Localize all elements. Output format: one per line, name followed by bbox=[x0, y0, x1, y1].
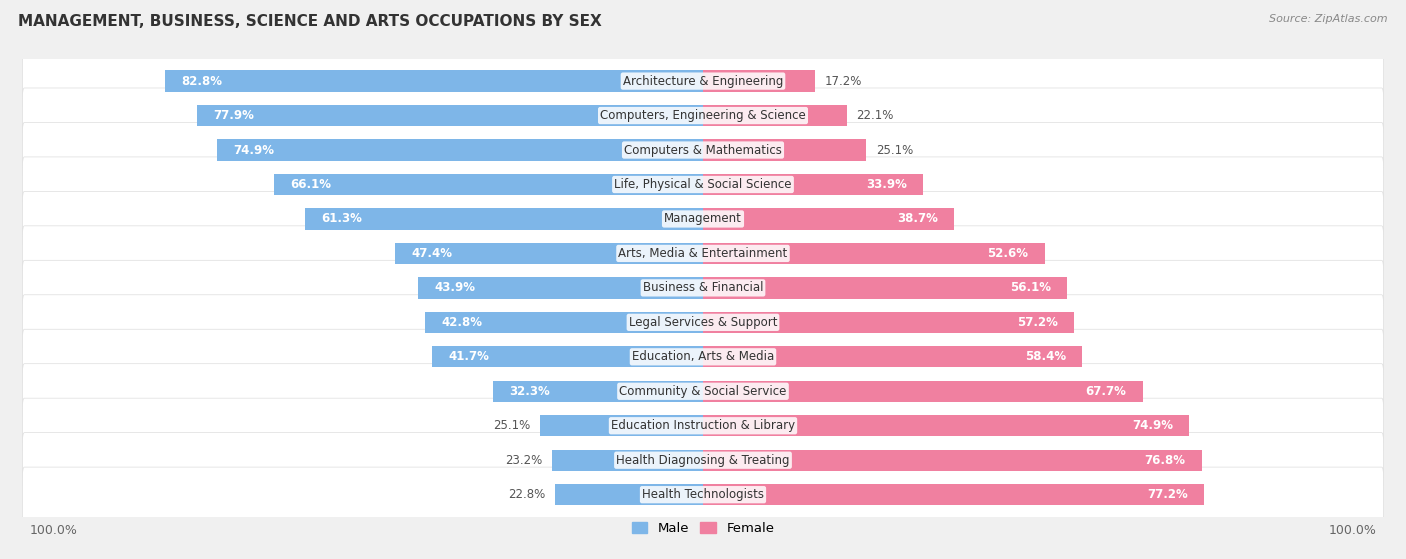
Text: Legal Services & Support: Legal Services & Support bbox=[628, 316, 778, 329]
Bar bbox=[703, 105, 846, 126]
Text: Education, Arts & Media: Education, Arts & Media bbox=[631, 350, 775, 363]
Text: Management: Management bbox=[664, 212, 742, 225]
Text: Education Instruction & Library: Education Instruction & Library bbox=[612, 419, 794, 432]
Bar bbox=[703, 381, 1143, 402]
Bar bbox=[305, 209, 703, 230]
Text: 66.1%: 66.1% bbox=[290, 178, 330, 191]
Text: 82.8%: 82.8% bbox=[181, 74, 222, 88]
FancyBboxPatch shape bbox=[22, 364, 1384, 419]
FancyBboxPatch shape bbox=[22, 88, 1384, 143]
Text: Health Diagnosing & Treating: Health Diagnosing & Treating bbox=[616, 454, 790, 467]
FancyBboxPatch shape bbox=[22, 433, 1384, 488]
Text: 38.7%: 38.7% bbox=[897, 212, 938, 225]
Text: 77.2%: 77.2% bbox=[1147, 488, 1188, 501]
Text: 58.4%: 58.4% bbox=[1025, 350, 1066, 363]
Bar bbox=[703, 415, 1189, 437]
Text: 76.8%: 76.8% bbox=[1144, 454, 1185, 467]
Text: 67.7%: 67.7% bbox=[1085, 385, 1126, 398]
Bar bbox=[703, 174, 924, 195]
Legend: Male, Female: Male, Female bbox=[626, 517, 780, 540]
Text: Life, Physical & Social Science: Life, Physical & Social Science bbox=[614, 178, 792, 191]
FancyBboxPatch shape bbox=[22, 226, 1384, 281]
Bar bbox=[703, 312, 1074, 333]
Text: 17.2%: 17.2% bbox=[824, 74, 862, 88]
Bar bbox=[703, 484, 1205, 505]
Bar bbox=[217, 139, 703, 160]
Bar bbox=[418, 277, 703, 299]
Text: 22.1%: 22.1% bbox=[856, 109, 894, 122]
Bar bbox=[553, 449, 703, 471]
Text: 42.8%: 42.8% bbox=[441, 316, 482, 329]
FancyBboxPatch shape bbox=[22, 157, 1384, 212]
Text: 56.1%: 56.1% bbox=[1010, 281, 1052, 295]
Text: 57.2%: 57.2% bbox=[1018, 316, 1059, 329]
FancyBboxPatch shape bbox=[22, 191, 1384, 247]
Text: 52.6%: 52.6% bbox=[987, 247, 1028, 260]
Bar bbox=[703, 346, 1083, 367]
FancyBboxPatch shape bbox=[22, 54, 1384, 108]
Text: 74.9%: 74.9% bbox=[233, 144, 274, 157]
Bar bbox=[432, 346, 703, 367]
Text: 33.9%: 33.9% bbox=[866, 178, 907, 191]
Bar bbox=[703, 209, 955, 230]
FancyBboxPatch shape bbox=[22, 260, 1384, 315]
Text: 23.2%: 23.2% bbox=[505, 454, 543, 467]
Text: Computers, Engineering & Science: Computers, Engineering & Science bbox=[600, 109, 806, 122]
Text: Business & Financial: Business & Financial bbox=[643, 281, 763, 295]
Text: MANAGEMENT, BUSINESS, SCIENCE AND ARTS OCCUPATIONS BY SEX: MANAGEMENT, BUSINESS, SCIENCE AND ARTS O… bbox=[18, 14, 602, 29]
FancyBboxPatch shape bbox=[22, 467, 1384, 522]
Text: Health Technologists: Health Technologists bbox=[643, 488, 763, 501]
FancyBboxPatch shape bbox=[22, 295, 1384, 350]
Text: 41.7%: 41.7% bbox=[449, 350, 489, 363]
Text: 61.3%: 61.3% bbox=[321, 212, 361, 225]
Text: 22.8%: 22.8% bbox=[508, 488, 546, 501]
Bar bbox=[197, 105, 703, 126]
Bar bbox=[703, 277, 1067, 299]
Bar bbox=[425, 312, 703, 333]
Text: 25.1%: 25.1% bbox=[494, 419, 530, 432]
Text: 25.1%: 25.1% bbox=[876, 144, 912, 157]
Text: 74.9%: 74.9% bbox=[1132, 419, 1173, 432]
Bar bbox=[166, 70, 703, 92]
Bar bbox=[395, 243, 703, 264]
Bar bbox=[703, 243, 1045, 264]
Text: Source: ZipAtlas.com: Source: ZipAtlas.com bbox=[1270, 14, 1388, 24]
Text: Community & Social Service: Community & Social Service bbox=[619, 385, 787, 398]
FancyBboxPatch shape bbox=[22, 398, 1384, 453]
Text: 32.3%: 32.3% bbox=[509, 385, 550, 398]
Text: Architecture & Engineering: Architecture & Engineering bbox=[623, 74, 783, 88]
Bar bbox=[494, 381, 703, 402]
Text: 77.9%: 77.9% bbox=[214, 109, 254, 122]
Text: Arts, Media & Entertainment: Arts, Media & Entertainment bbox=[619, 247, 787, 260]
Bar bbox=[703, 449, 1202, 471]
Bar bbox=[555, 484, 703, 505]
Bar bbox=[703, 70, 814, 92]
FancyBboxPatch shape bbox=[22, 122, 1384, 178]
Text: 47.4%: 47.4% bbox=[412, 247, 453, 260]
FancyBboxPatch shape bbox=[22, 329, 1384, 385]
Bar bbox=[540, 415, 703, 437]
Bar bbox=[274, 174, 703, 195]
Text: 43.9%: 43.9% bbox=[434, 281, 475, 295]
Bar bbox=[703, 139, 866, 160]
Text: Computers & Mathematics: Computers & Mathematics bbox=[624, 144, 782, 157]
